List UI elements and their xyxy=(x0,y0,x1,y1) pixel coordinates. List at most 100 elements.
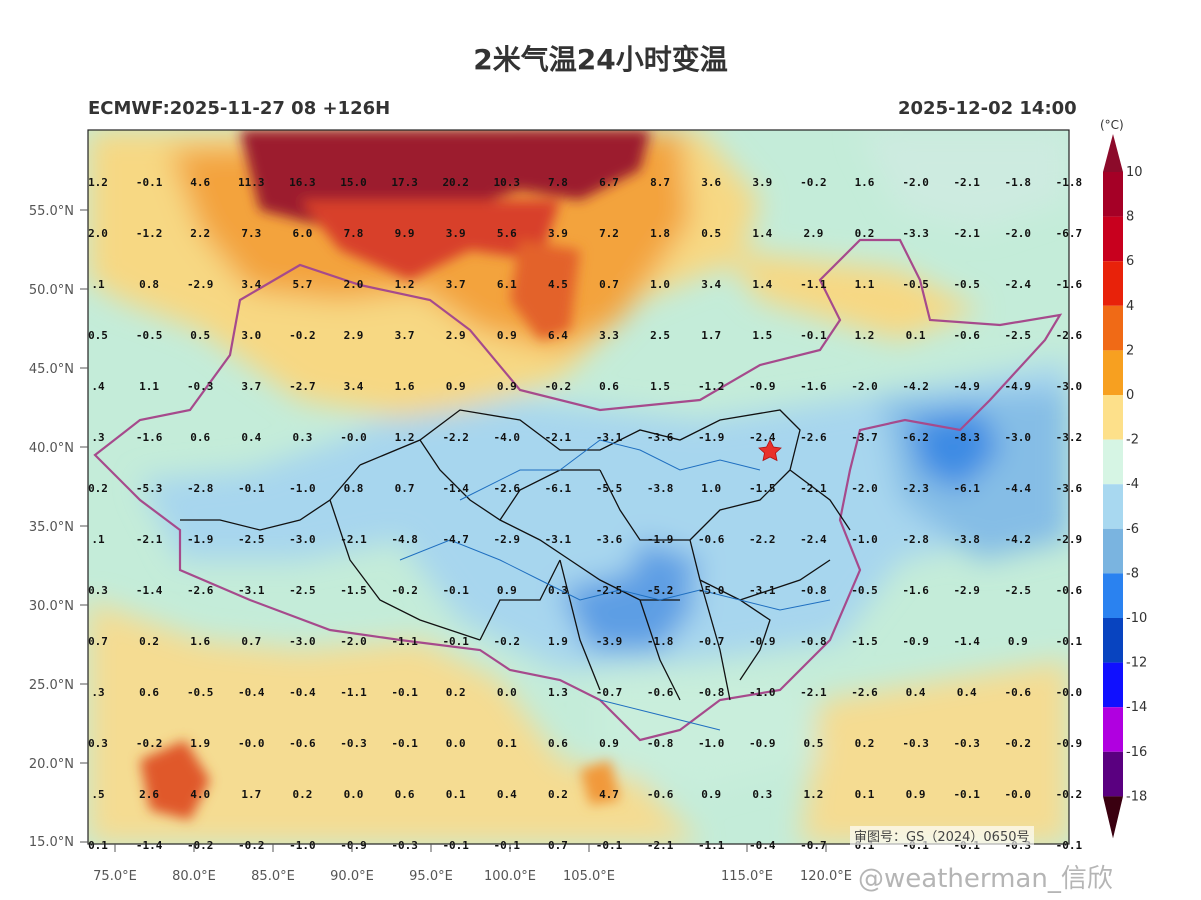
grid-value: -3.0 xyxy=(289,533,316,546)
grid-value: 0.7 xyxy=(599,278,619,291)
grid-value: -0.6 xyxy=(698,533,725,546)
grid-value: 0.4 xyxy=(241,431,261,444)
grid-value: -5.5 xyxy=(596,482,623,495)
grid-value: -2.6 xyxy=(187,584,214,597)
colorbar-label: -4 xyxy=(1126,477,1139,492)
grid-value: .3 xyxy=(91,686,104,699)
colorbar-top-arrow xyxy=(1103,134,1123,172)
grid-value: -2.0 xyxy=(851,482,878,495)
colorbar-label: 10 xyxy=(1126,165,1143,180)
colorbar-segment xyxy=(1103,484,1123,529)
grid-value: 11.3 xyxy=(238,176,265,189)
lat-tick-label: 35.0°N xyxy=(29,520,74,535)
lat-tick-label: 15.0°N xyxy=(29,835,74,850)
grid-value: 0.6 xyxy=(548,737,568,750)
grid-value: 0.9 xyxy=(599,737,619,750)
grid-value: 3.0 xyxy=(241,329,261,342)
grid-value: -0.3 xyxy=(391,839,418,852)
grid-value: -2.3 xyxy=(902,482,929,495)
grid-value: -0.3 xyxy=(953,737,980,750)
grid-value: 0.0 xyxy=(344,788,364,801)
grid-value: -3.8 xyxy=(647,482,674,495)
grid-value: -1.5 xyxy=(749,482,776,495)
grid-value: 0.9 xyxy=(1008,635,1028,648)
grid-value: -0.1 xyxy=(953,788,980,801)
grid-value: -0.5 xyxy=(136,329,163,342)
beijing-star-icon xyxy=(758,439,782,462)
lon-tick-label: 100.0°E xyxy=(484,869,536,884)
grid-value: -2.0 xyxy=(1005,227,1032,240)
grid-value: 1.0 xyxy=(650,278,670,291)
grid-value: -0.3 xyxy=(902,737,929,750)
grid-value: 0.5 xyxy=(701,227,721,240)
grid-value: -6.1 xyxy=(953,482,980,495)
grid-value: -0.0 xyxy=(1005,788,1032,801)
grid-value: -2.5 xyxy=(1005,584,1032,597)
grid-value: 4.6 xyxy=(190,176,210,189)
grid-value: -2.8 xyxy=(902,533,929,546)
grid-value: 1.2 xyxy=(855,329,875,342)
grid-value: 3.7 xyxy=(241,380,261,393)
grid-value: 2.0 xyxy=(344,278,364,291)
grid-value: -3.6 xyxy=(647,431,674,444)
grid-value: 2.6 xyxy=(139,788,159,801)
grid-value: 17.3 xyxy=(391,176,418,189)
grid-value: -0.3 xyxy=(340,737,367,750)
colorbar-label: -2 xyxy=(1126,433,1139,448)
grid-value: -2.6 xyxy=(851,686,878,699)
grid-value: -1.6 xyxy=(136,431,163,444)
grid-value: 1.3 xyxy=(548,686,568,699)
grid-value: -2.5 xyxy=(289,584,316,597)
river-lines xyxy=(399,439,831,731)
grid-value: -0.0 xyxy=(340,431,367,444)
grid-value: -1.1 xyxy=(340,686,367,699)
grid-value: -2.0 xyxy=(851,380,878,393)
grid-value: 2.9 xyxy=(344,329,364,342)
colorbar-label: -6 xyxy=(1126,522,1139,537)
grid-value: 0.9 xyxy=(906,788,926,801)
grid-value: -0.1 xyxy=(442,839,469,852)
map-frame xyxy=(87,129,1070,845)
grid-value: 1.7 xyxy=(241,788,261,801)
colorbar-label: -14 xyxy=(1126,700,1147,715)
grid-value: 10.3 xyxy=(494,176,521,189)
grid-value: 9.9 xyxy=(395,227,415,240)
grid-value: -2.4 xyxy=(1005,278,1032,291)
grid-value: -0.8 xyxy=(800,635,827,648)
grid-value: 2.2 xyxy=(190,227,210,240)
colorbar-segment xyxy=(1103,751,1123,797)
grid-value: 0.1 xyxy=(446,788,466,801)
colorbar-label: 2 xyxy=(1126,343,1134,358)
grid-value: 1.5 xyxy=(650,380,670,393)
grid-value: -2.4 xyxy=(749,431,776,444)
grid-value: -0.6 xyxy=(647,686,674,699)
lon-tick-label: 105.0°E xyxy=(563,869,615,884)
grid-value: 0.6 xyxy=(190,431,210,444)
grid-value: -0.1 xyxy=(442,635,469,648)
map-approval-number: 审图号：GS（2024）0650号 xyxy=(850,826,1034,845)
grid-value: 0.2 xyxy=(446,686,466,699)
grid-value: 2.9 xyxy=(446,329,466,342)
grid-value: 0.3 xyxy=(88,737,108,750)
grid-value: 0.3 xyxy=(88,584,108,597)
grid-value: 1.4 xyxy=(752,278,772,291)
grid-value: 0.7 xyxy=(88,635,108,648)
grid-value: -0.5 xyxy=(187,686,214,699)
grid-value: 6.1 xyxy=(497,278,517,291)
grid-value: -2.1 xyxy=(800,482,827,495)
grid-value: -2.1 xyxy=(953,176,980,189)
grid-value: -3.1 xyxy=(545,533,572,546)
grid-value: -0.2 xyxy=(187,839,214,852)
lat-tick-label: 50.0°N xyxy=(29,283,74,298)
colorbar-label: 6 xyxy=(1126,254,1134,269)
grid-value: 0.7 xyxy=(548,839,568,852)
grid-value: -0.2 xyxy=(289,329,316,342)
grid-value: -0.0 xyxy=(238,737,265,750)
grid-value: -0.5 xyxy=(953,278,980,291)
grid-value: -1.0 xyxy=(851,533,878,546)
grid-value: 0.7 xyxy=(241,635,261,648)
grid-value: 0.9 xyxy=(701,788,721,801)
grid-value: -4.9 xyxy=(1005,380,1032,393)
grid-value: -1.6 xyxy=(902,584,929,597)
grid-value: -2.2 xyxy=(442,431,469,444)
